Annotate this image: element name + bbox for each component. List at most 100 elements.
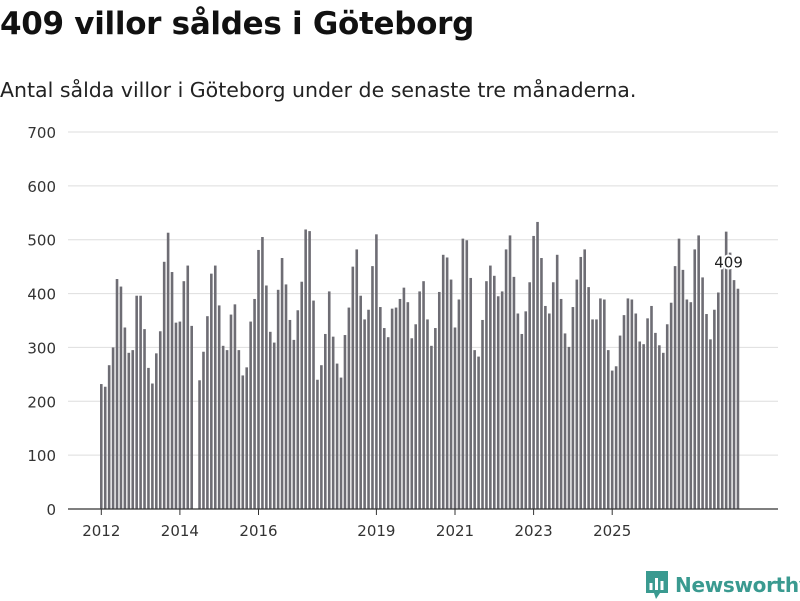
bar: [575, 279, 579, 509]
bar: [642, 344, 645, 509]
bar: [198, 380, 201, 509]
bar: [182, 281, 186, 509]
bar: [276, 289, 280, 509]
y-tick-label: 300: [27, 339, 56, 357]
bar: [724, 231, 728, 509]
y-tick-label: 600: [27, 178, 56, 196]
bar: [379, 307, 382, 509]
bar: [583, 249, 586, 509]
bar: [249, 321, 252, 509]
x-tick-label: 2025: [593, 522, 631, 540]
highlight-label-halo: 409: [714, 254, 743, 272]
bar: [689, 302, 693, 509]
bar: [217, 305, 221, 509]
bar: [394, 307, 398, 509]
bar: [414, 324, 417, 509]
bar: [579, 256, 583, 509]
bar: [449, 279, 453, 509]
bar: [162, 261, 166, 509]
bar: [300, 281, 304, 509]
brand-name: Newsworthy: [675, 573, 800, 597]
bar: [331, 336, 335, 509]
bar: [430, 345, 433, 509]
bar: [465, 240, 469, 509]
bar: [559, 298, 563, 509]
y-tick-label: 0: [46, 501, 56, 519]
bar: [292, 339, 296, 509]
x-tick-label: 2016: [239, 522, 277, 540]
bar: [402, 287, 406, 509]
x-tick-label: 2019: [357, 522, 395, 540]
y-tick-label: 500: [27, 232, 56, 250]
bar: [638, 341, 642, 509]
bar: [233, 304, 237, 509]
bar: [398, 298, 402, 509]
bar: [571, 307, 575, 509]
bar: [610, 370, 614, 509]
bar: [237, 350, 241, 509]
bar: [485, 281, 488, 509]
bar: [658, 345, 661, 509]
bar: [225, 350, 229, 509]
bar: [386, 337, 390, 509]
bar: [347, 307, 351, 509]
bar: [241, 375, 245, 509]
bar: [320, 365, 323, 509]
bar: [304, 229, 307, 509]
bar: [481, 319, 484, 509]
bar: [127, 352, 131, 509]
bar: [618, 335, 622, 509]
bar: [717, 292, 720, 509]
bar: [496, 296, 500, 509]
bar: [677, 238, 681, 509]
bar: [178, 321, 182, 509]
bar: [245, 367, 249, 509]
bar: [709, 339, 712, 509]
bar: [508, 235, 512, 510]
bar: [563, 333, 567, 509]
bar: [206, 316, 209, 509]
bar: [434, 328, 437, 509]
bar: [551, 282, 555, 509]
bar: [520, 333, 524, 509]
bar: [606, 350, 610, 509]
bar: [646, 318, 649, 509]
bar: [536, 221, 539, 510]
bar: [147, 367, 150, 509]
bar: [324, 333, 327, 509]
bar: [693, 249, 697, 509]
bar: [457, 299, 461, 509]
bar: [685, 299, 689, 509]
bar: [143, 329, 146, 509]
chart-title: 409 villor såldes i Göteborg: [0, 6, 474, 42]
bar: [697, 235, 700, 510]
bar: [119, 286, 123, 509]
bar: [335, 363, 339, 509]
bar: [367, 309, 370, 509]
bar: [166, 232, 170, 509]
bar: [736, 288, 740, 509]
bar: [131, 350, 135, 509]
bar: [473, 350, 476, 509]
bar: [493, 275, 496, 509]
bar: [139, 295, 142, 509]
x-tick-label: 2023: [515, 522, 553, 540]
bar: [626, 298, 630, 509]
bar: [669, 302, 673, 509]
bar: [296, 310, 300, 509]
bar: [257, 249, 260, 509]
bar: [599, 298, 602, 509]
newsworthy-logo[interactable]: Newsworthy: [644, 569, 800, 601]
bar: [375, 234, 378, 510]
y-tick-label: 400: [27, 286, 56, 304]
bar: [720, 256, 724, 509]
bar: [213, 265, 217, 509]
bar: [489, 265, 492, 509]
bar: [115, 279, 119, 509]
bar: [359, 295, 362, 509]
bar: [665, 324, 669, 509]
bar: [587, 287, 590, 509]
bar: [371, 266, 374, 509]
bar: [634, 313, 638, 509]
bar: [681, 269, 685, 509]
